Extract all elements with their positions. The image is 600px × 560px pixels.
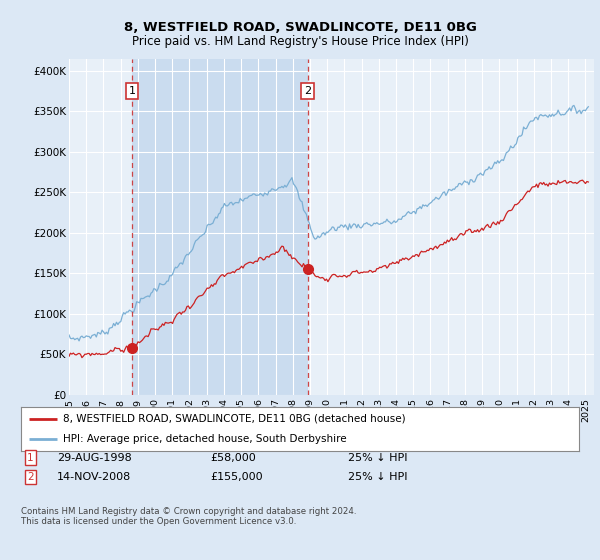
Text: £58,000: £58,000 [210,452,256,463]
Text: 2: 2 [27,472,34,482]
Text: 1: 1 [128,86,136,96]
Text: Contains HM Land Registry data © Crown copyright and database right 2024.
This d: Contains HM Land Registry data © Crown c… [21,507,356,526]
Text: HPI: Average price, detached house, South Derbyshire: HPI: Average price, detached house, Sout… [63,434,346,444]
Text: 25% ↓ HPI: 25% ↓ HPI [348,472,407,482]
Text: 2: 2 [304,86,311,96]
Text: 1: 1 [27,452,34,463]
Text: 8, WESTFIELD ROAD, SWADLINCOTE, DE11 0BG: 8, WESTFIELD ROAD, SWADLINCOTE, DE11 0BG [124,21,476,34]
Text: 29-AUG-1998: 29-AUG-1998 [57,452,132,463]
Text: 25% ↓ HPI: 25% ↓ HPI [348,452,407,463]
Text: £155,000: £155,000 [210,472,263,482]
Text: 8, WESTFIELD ROAD, SWADLINCOTE, DE11 0BG (detached house): 8, WESTFIELD ROAD, SWADLINCOTE, DE11 0BG… [63,414,406,424]
Text: Price paid vs. HM Land Registry's House Price Index (HPI): Price paid vs. HM Land Registry's House … [131,35,469,48]
Bar [132,59,308,395]
Text: 14-NOV-2008: 14-NOV-2008 [57,472,131,482]
